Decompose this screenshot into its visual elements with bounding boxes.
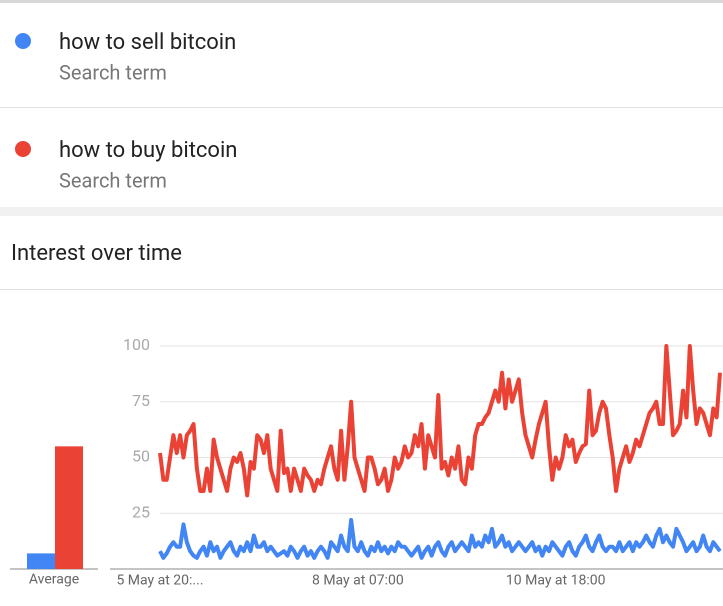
average-bar	[27, 553, 55, 569]
y-tick-label: 50	[132, 447, 150, 466]
legend-dot	[15, 141, 31, 157]
average-label: Average	[29, 572, 79, 588]
x-tick-label: 8 May at 07:00	[312, 573, 404, 589]
search-term[interactable]: how to sell bitcoin	[59, 30, 236, 55]
top-shadow	[0, 0, 723, 3]
trend-line	[158, 344, 722, 498]
search-term-caption: Search term	[59, 60, 167, 84]
legend-dot	[15, 33, 31, 49]
search-term-caption: Search term	[59, 168, 167, 192]
y-tick-label: 75	[132, 391, 150, 410]
section-title: Interest over time	[11, 241, 182, 266]
y-tick-label: 100	[123, 335, 150, 354]
average-bar	[55, 446, 83, 569]
section-gap	[0, 207, 723, 216]
x-tick-label: 10 May at 18:00	[506, 573, 606, 589]
trend-line	[158, 517, 722, 560]
search-term[interactable]: how to buy bitcoin	[59, 138, 237, 163]
y-tick-label: 25	[132, 502, 150, 521]
x-tick-label: 5 May at 20:...	[116, 573, 203, 589]
